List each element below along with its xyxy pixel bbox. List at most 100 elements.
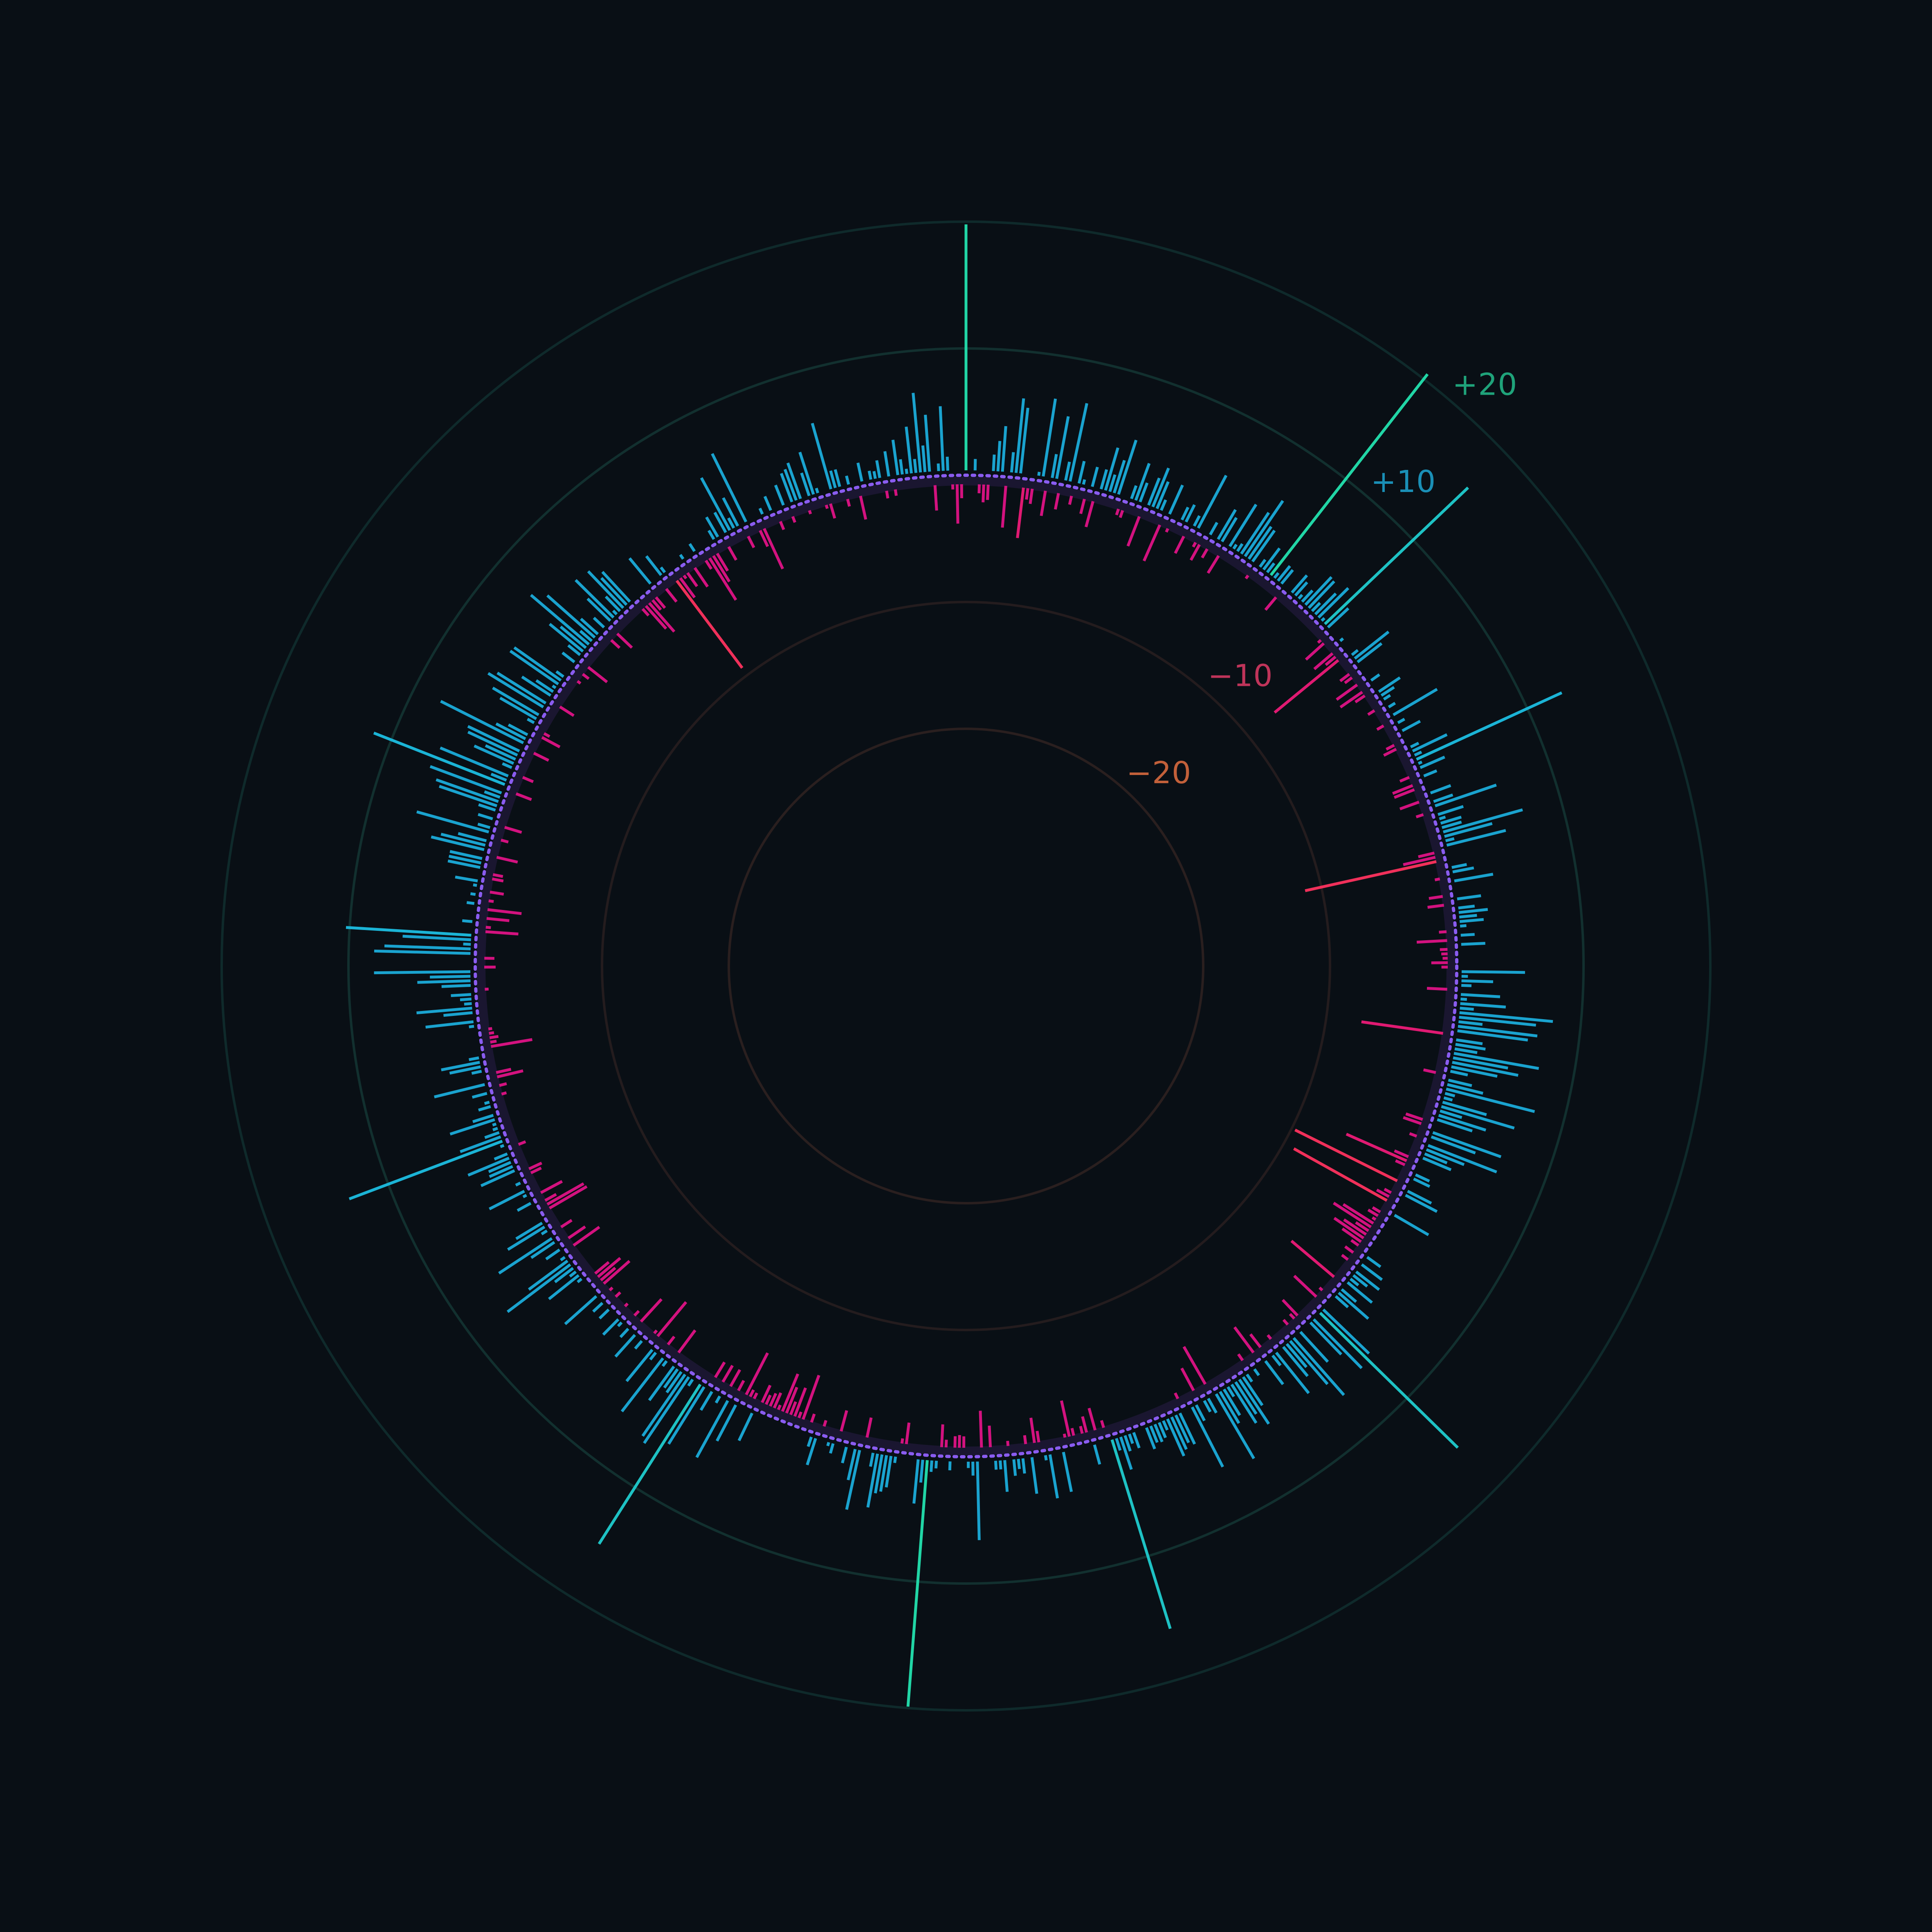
bar-positive	[1427, 1144, 1497, 1173]
bar-negative	[955, 484, 959, 524]
bar-negative	[1333, 1217, 1365, 1240]
bar-positive	[480, 1169, 515, 1187]
bar-negative	[610, 639, 621, 649]
bar-negative	[1392, 784, 1413, 795]
bar-positive	[1451, 863, 1467, 869]
bar-positive	[1370, 673, 1380, 682]
bar-positive	[1420, 755, 1445, 769]
bar-positive	[614, 1334, 636, 1358]
bar-positive	[502, 762, 512, 769]
bar-positive	[705, 516, 719, 538]
bar-positive	[1457, 894, 1481, 901]
bar-positive	[478, 1105, 491, 1112]
bar-positive	[535, 679, 554, 693]
bar-positive	[1447, 1083, 1483, 1095]
bar-negative	[501, 838, 509, 844]
bar-negative	[686, 572, 699, 587]
bar-positive	[1366, 1256, 1382, 1268]
bar-positive	[1448, 1078, 1472, 1087]
bar-negative	[1386, 744, 1395, 751]
bar-negative	[1249, 1333, 1262, 1348]
bar-positive	[1184, 504, 1196, 523]
bar-positive	[1453, 1056, 1508, 1070]
bar-negative	[1282, 1319, 1289, 1326]
bar-negative	[1415, 813, 1424, 818]
bar-positive	[1322, 1308, 1370, 1355]
bar-positive	[829, 1443, 835, 1454]
bar-positive	[1262, 547, 1281, 571]
bar-positive	[620, 1357, 664, 1413]
bar-negative	[1079, 1426, 1084, 1434]
bar-positive	[1458, 1024, 1538, 1038]
bar-positive	[575, 579, 615, 619]
bar-positive	[484, 1131, 500, 1139]
bar-positive	[707, 530, 715, 540]
bar-positive	[448, 854, 482, 865]
bar-negative	[487, 908, 522, 915]
bar-negative	[789, 1401, 797, 1415]
bar-negative	[641, 608, 650, 617]
bar-positive	[1304, 576, 1333, 606]
bar-positive	[1269, 373, 1429, 576]
ring-label-neg20: −20	[1126, 755, 1191, 791]
bar-negative	[779, 521, 785, 530]
bar-positive	[1458, 1020, 1483, 1026]
bar-negative	[1383, 748, 1397, 757]
bar-positive	[688, 543, 696, 552]
bar-positive	[1012, 1459, 1017, 1476]
bar-positive	[798, 452, 815, 495]
bar-positive	[648, 1366, 675, 1401]
bar-positive	[460, 1135, 501, 1153]
bar-positive	[1412, 733, 1448, 753]
bar-positive	[1442, 808, 1523, 833]
bar-negative	[522, 776, 534, 783]
bar-positive	[1289, 1340, 1329, 1385]
bar-negative	[501, 1091, 507, 1096]
bar-negative	[1025, 488, 1029, 500]
bar-negative	[1079, 499, 1086, 514]
bar-negative	[1070, 1428, 1075, 1436]
ring-labels: −20 −10 +10 +20	[1126, 367, 1517, 791]
bar-negative	[1274, 659, 1339, 714]
bar-positive	[1430, 784, 1451, 795]
reference-ring-pos10	[347, 347, 1585, 1585]
bar-positive	[559, 625, 587, 649]
bar-positive	[695, 1400, 729, 1458]
bar-negative	[1429, 895, 1443, 900]
bar-negative	[587, 666, 608, 683]
bar-negative	[1393, 788, 1415, 799]
bar-positive	[1132, 1432, 1141, 1449]
bar-positive	[1019, 407, 1029, 474]
bar-positive	[600, 577, 628, 606]
bar-negative	[712, 555, 731, 583]
bar-positive	[829, 470, 837, 488]
bar-positive	[1017, 1458, 1021, 1469]
bar-negative	[1180, 1367, 1195, 1391]
bar-positive	[1149, 1425, 1159, 1443]
bar-positive	[1266, 562, 1276, 573]
bar-positive	[1099, 469, 1108, 490]
bar-positive	[847, 1449, 857, 1480]
bar-positive	[1324, 486, 1469, 625]
bar-positive	[1209, 521, 1218, 536]
bar-positive	[494, 1152, 508, 1161]
bar-positive	[436, 778, 499, 803]
bar-positive	[930, 1460, 933, 1472]
bar-positive	[555, 670, 564, 678]
bar-positive	[447, 859, 481, 869]
bar-positive	[488, 1161, 512, 1173]
bar-positive	[628, 557, 652, 585]
bar-positive	[562, 651, 575, 663]
bar-negative	[729, 1369, 741, 1387]
bar-positive	[660, 566, 666, 573]
bar-negative	[683, 575, 687, 580]
bar-positive	[1246, 1373, 1254, 1383]
bar-negative	[1201, 548, 1209, 559]
bar-positive	[1155, 481, 1170, 509]
bar-positive	[507, 1225, 546, 1251]
bar-negative	[1142, 524, 1161, 562]
bar-positive	[1440, 1109, 1462, 1119]
bar-positive	[1461, 970, 1525, 974]
bar-positive	[593, 617, 605, 629]
bar-positive	[441, 984, 471, 988]
